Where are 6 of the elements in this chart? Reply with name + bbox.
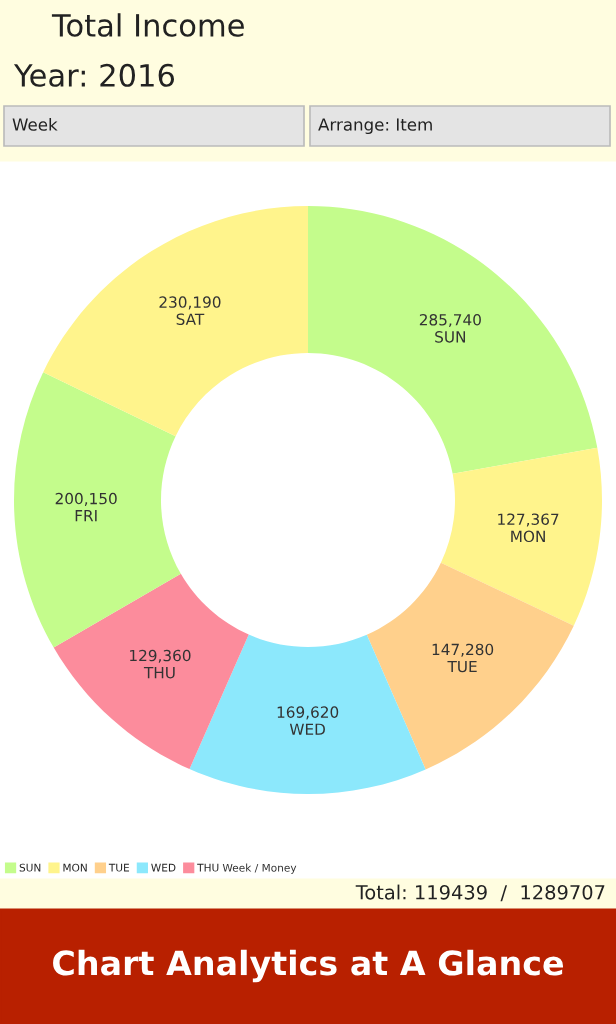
text: Arrange: Item bbox=[318, 118, 432, 135]
text: Chart Analytics at A Glance bbox=[53, 949, 563, 983]
text: Week bbox=[12, 117, 58, 131]
chart-title: Total Income bbox=[51, 13, 244, 37]
chart-subtitle: Year: 2016 bbox=[13, 63, 175, 87]
text: Total: 119439 / 1289707 bbox=[355, 884, 605, 902]
